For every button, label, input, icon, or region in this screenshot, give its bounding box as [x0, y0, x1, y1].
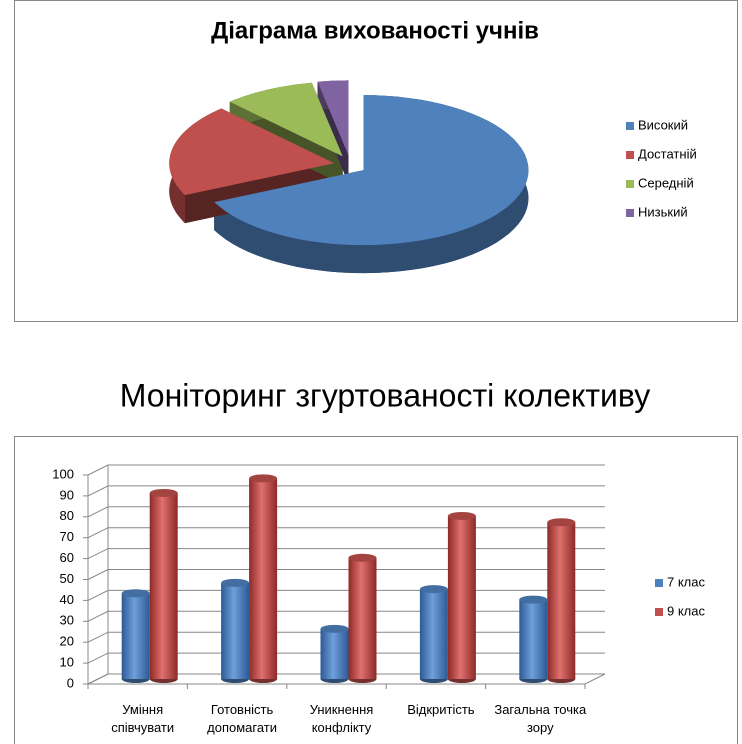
legend-swatch — [626, 122, 634, 130]
y-tick-label: 10 — [60, 655, 74, 670]
legend-label: Середній — [638, 175, 694, 190]
x-tick-label: Відкритість — [407, 702, 475, 717]
y-tick-label: 100 — [52, 466, 74, 481]
grid-line — [87, 506, 605, 518]
bar — [221, 582, 250, 679]
y-tick-label: 90 — [60, 487, 74, 502]
bar-frame — [14, 436, 738, 744]
y-tick-label: 70 — [60, 529, 74, 544]
x-tick-label: Уникнення конфлікту — [309, 702, 374, 735]
x-tick-label: Уміння співчувати — [111, 702, 175, 735]
legend-label: Високий — [638, 117, 688, 132]
pie-slice — [317, 80, 349, 156]
legend-label: Достатній — [638, 146, 697, 161]
grid-line — [87, 569, 605, 580]
pie-title: Діаграма вихованості учнів — [211, 17, 539, 44]
pie-slice — [169, 108, 335, 196]
bar-top — [249, 474, 278, 483]
bar-top — [121, 589, 150, 598]
bar — [348, 557, 377, 679]
x-tick-label: Загальна точка зору — [494, 702, 587, 735]
legend-swatch — [626, 151, 634, 159]
bar — [419, 589, 448, 679]
legend-swatch — [626, 209, 634, 217]
bar-title: Моніторинг згуртованості колективу — [120, 377, 650, 413]
bar-top — [447, 511, 476, 520]
pie-slice — [214, 95, 529, 246]
legend-label: 7 клас — [667, 574, 705, 589]
legend-label: Низький — [638, 204, 688, 219]
legend-swatch — [626, 180, 634, 188]
bar — [447, 515, 476, 679]
y-tick-label: 60 — [60, 550, 74, 565]
y-tick-label: 50 — [60, 571, 74, 586]
y-tick-label: 20 — [60, 634, 74, 649]
bar-top — [519, 595, 548, 604]
y-tick-label: 40 — [60, 592, 74, 607]
bar-top — [149, 488, 178, 497]
bar — [547, 522, 576, 679]
bar — [249, 478, 278, 679]
pie-slice — [229, 82, 343, 157]
bar-top — [221, 578, 250, 587]
grid-line — [87, 548, 605, 560]
bar — [149, 492, 178, 679]
bar-top — [419, 585, 448, 594]
bar-top — [348, 553, 377, 562]
legend-swatch — [655, 579, 663, 587]
legend-label: 9 клас — [667, 603, 705, 618]
grid-line — [87, 464, 605, 476]
grid-line — [87, 527, 605, 539]
y-tick-label: 30 — [60, 613, 74, 628]
bar — [519, 599, 548, 679]
legend-swatch — [655, 608, 663, 616]
y-tick-label: 80 — [60, 508, 74, 523]
pie-frame — [14, 0, 738, 322]
bar-top — [320, 624, 349, 633]
x-tick-label: Готовність допомагати — [207, 702, 278, 735]
bar-top — [547, 518, 576, 527]
grid-line — [87, 485, 605, 497]
y-tick-label: 0 — [67, 675, 74, 690]
bar — [121, 593, 150, 679]
bar — [320, 628, 349, 679]
